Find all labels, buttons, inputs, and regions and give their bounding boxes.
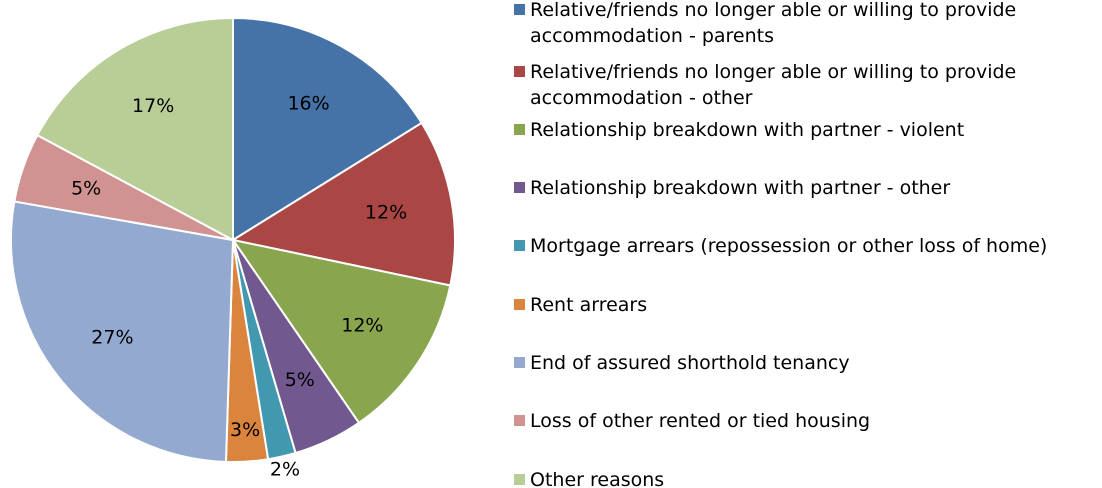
legend-swatch — [514, 124, 525, 135]
legend-swatch — [514, 240, 525, 251]
legend-item: End of assured shorthold tenancy — [514, 350, 1102, 376]
pie-area: 16% 12% 12% 5% 2% 3% 27% 5% 17% — [10, 16, 456, 481]
legend-item: Mortgage arrears (repossession or other … — [514, 233, 1102, 259]
legend-label: Other reasons — [530, 469, 665, 488]
legend-item: Rent arrears — [514, 292, 1102, 318]
pie-slice — [232, 16, 424, 242]
legend-label: Relationship breakdown with partner - ot… — [530, 177, 951, 199]
pie-slice — [230, 238, 452, 425]
data-label: 16% — [287, 93, 329, 115]
legend-swatch — [514, 4, 525, 15]
legend-label: Relationship breakdown with partner - vi… — [530, 119, 965, 141]
legend-swatch — [514, 415, 525, 426]
legend-item: Other reasons — [514, 467, 1102, 488]
legend-item: Relationship breakdown with partner - vi… — [514, 117, 1102, 143]
pie-slice — [10, 200, 235, 463]
legend-item: Relative/friends no longer able or willi… — [514, 59, 1102, 111]
data-label: 12% — [365, 202, 407, 224]
data-label: 5% — [285, 369, 315, 391]
data-label: 5% — [71, 178, 101, 200]
legend-label: End of assured shorthold tenancy — [530, 352, 850, 374]
legend-label: Rent arrears — [530, 294, 648, 316]
legend-item: Loss of other rented or tied housing — [514, 408, 1102, 434]
data-label: 2% — [270, 459, 300, 481]
legend-label: Loss of other rented or tied housing — [530, 410, 871, 432]
data-label: 17% — [132, 95, 174, 117]
legend-item: Relationship breakdown with partner - ot… — [514, 175, 1102, 201]
legend-swatch — [514, 299, 525, 310]
legend-swatch — [514, 357, 525, 368]
pie-slice — [230, 121, 456, 287]
legend-label: Mortgage arrears (repossession or other … — [530, 235, 1048, 257]
legend-label: Relative/friends no longer able or willi… — [530, 0, 1017, 47]
data-label: 12% — [341, 315, 383, 337]
data-label: 3% — [230, 419, 260, 441]
legend-swatch — [514, 66, 525, 77]
legend-label: Relative/friends no longer able or willi… — [530, 61, 1017, 109]
legend-swatch — [514, 474, 525, 485]
pie-slice — [35, 16, 234, 242]
legend-item: Relative/friends no longer able or willi… — [514, 0, 1102, 49]
legend-swatch — [514, 182, 525, 193]
data-label: 27% — [91, 326, 133, 348]
